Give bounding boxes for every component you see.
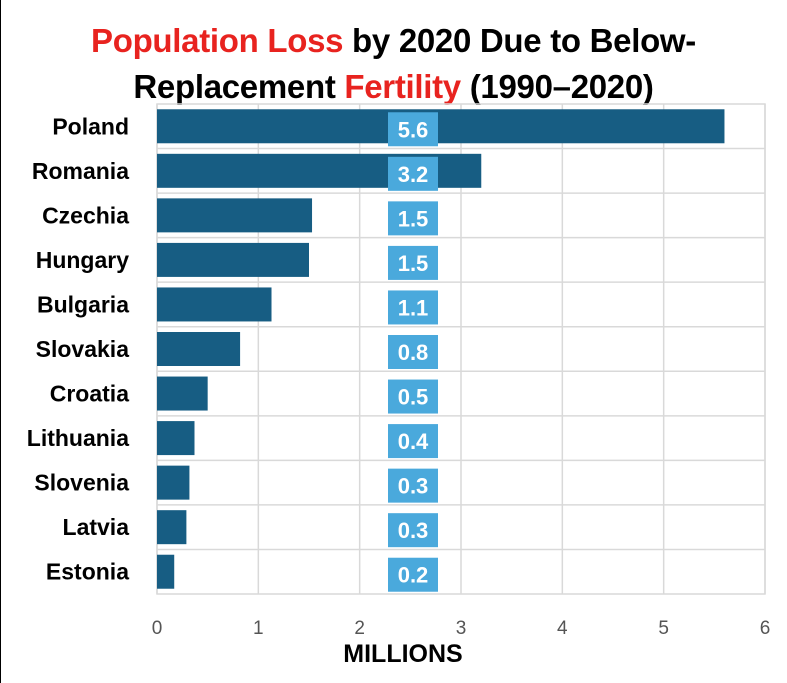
title-text-part-3: Replacement — [133, 68, 345, 105]
title-highlight-fertility: Fertility — [344, 68, 461, 105]
data-label-box-romania — [388, 156, 438, 191]
data-label-box-estonia — [388, 557, 438, 592]
category-label-bulgaria: Bulgaria — [37, 291, 129, 317]
bar-poland — [157, 109, 725, 144]
bar-slovakia — [157, 332, 241, 366]
data-label-poland: 5.6 — [398, 117, 429, 142]
x-tick-label-3: 3 — [456, 618, 467, 639]
data-label-estonia: 0.2 — [398, 563, 429, 588]
data-label-box-bulgaria — [388, 290, 438, 325]
data-label-hungary: 1.5 — [398, 251, 429, 276]
title-line-1: Population Loss by 2020 Due to Below- — [0, 18, 787, 64]
category-label-lithuania: Lithuania — [27, 425, 129, 451]
category-label-latvia: Latvia — [63, 514, 130, 540]
data-label-box-lithuania — [388, 424, 438, 459]
bar-hungary — [157, 242, 309, 277]
data-label-slovakia: 0.8 — [398, 340, 429, 365]
data-label-box-slovakia — [388, 335, 438, 369]
category-label-romania: Romania — [32, 158, 129, 184]
data-label-box-croatia — [388, 379, 438, 414]
category-label-croatia: Croatia — [50, 381, 129, 407]
x-axis-label: MILLIONS — [343, 640, 463, 668]
category-label-slovakia: Slovakia — [36, 336, 130, 362]
title-highlight-population-loss: Population Loss — [91, 22, 344, 59]
x-tick-label-4: 4 — [557, 618, 568, 639]
x-tick-label-1: 1 — [253, 618, 264, 639]
data-label-latvia: 0.3 — [398, 518, 429, 543]
x-tick-label-5: 5 — [658, 618, 669, 639]
category-label-hungary: Hungary — [36, 247, 130, 273]
bar-estonia — [157, 554, 175, 589]
data-label-czechia: 1.5 — [398, 206, 429, 231]
title-text-part-5: (1990–2020) — [460, 68, 654, 105]
bar-lithuania — [157, 421, 195, 456]
data-label-lithuania: 0.4 — [398, 429, 429, 454]
title-text-part-2: by 2020 Due to Below- — [343, 22, 696, 59]
bar-slovenia — [157, 465, 190, 500]
data-label-slovenia: 0.3 — [398, 474, 429, 499]
chart-title: Population Loss by 2020 Due to Below- Re… — [0, 18, 787, 110]
data-label-croatia: 0.5 — [398, 385, 429, 410]
data-label-box-hungary — [388, 245, 438, 280]
x-tick-label-6: 6 — [760, 618, 771, 639]
title-line-2: Replacement Fertility (1990–2020) — [0, 64, 787, 110]
bar-bulgaria — [157, 287, 272, 322]
x-tick-label-0: 0 — [152, 618, 163, 639]
data-label-box-slovenia — [388, 468, 438, 503]
data-label-bulgaria: 1.1 — [398, 295, 429, 320]
data-label-box-czechia — [388, 201, 438, 236]
category-label-poland: Poland — [52, 113, 129, 139]
category-label-estonia: Estonia — [46, 559, 129, 585]
category-label-czechia: Czechia — [42, 202, 129, 228]
x-tick-label-2: 2 — [354, 618, 365, 639]
data-label-box-latvia — [388, 513, 438, 548]
data-label-box-poland — [388, 112, 438, 147]
data-label-romania: 3.2 — [398, 162, 429, 187]
bar-czechia — [157, 198, 313, 233]
bar-latvia — [157, 510, 187, 545]
category-label-slovenia: Slovenia — [34, 470, 129, 496]
bar-croatia — [157, 376, 208, 411]
